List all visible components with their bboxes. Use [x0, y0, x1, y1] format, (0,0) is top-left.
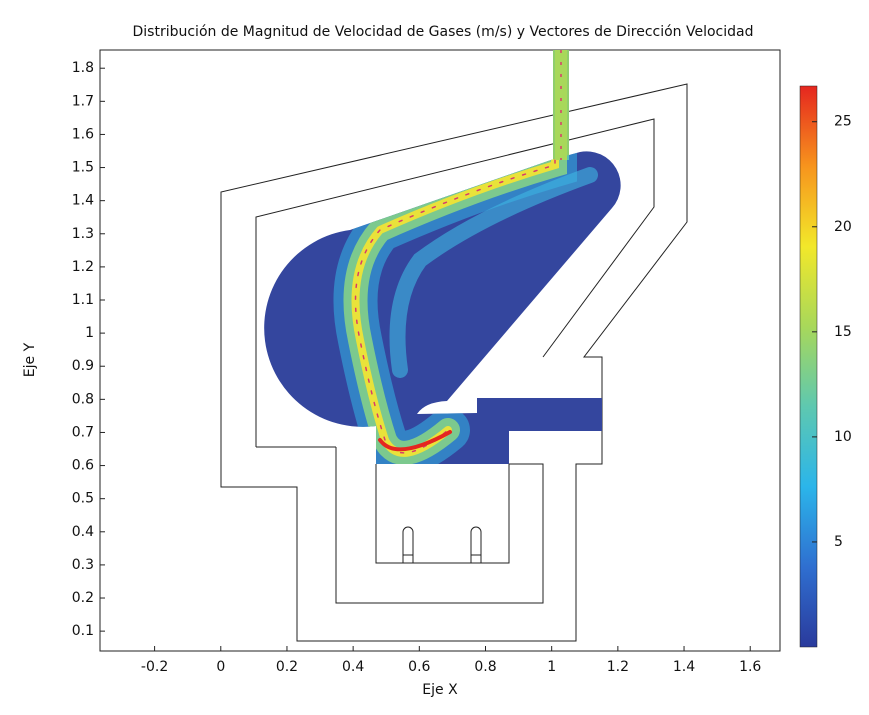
y-tick-label: 1.1	[72, 292, 94, 308]
x-tick-label: 1.6	[739, 659, 761, 675]
x-tick-label: 0.8	[474, 659, 496, 675]
colorbar-tick-label: 5	[834, 534, 843, 550]
y-tick-label: 0.7	[72, 424, 94, 440]
colorbar-tick-label: 15	[834, 324, 852, 340]
x-tick-label: 0	[216, 659, 225, 675]
y-tick-label: 1.5	[72, 160, 94, 176]
y-tick-label: 0.3	[72, 557, 94, 573]
y-tick-label: 0.1	[72, 623, 94, 639]
x-tick-label: 0.6	[408, 659, 430, 675]
y-tick-label: 0.9	[72, 358, 94, 374]
plot-frame	[99, 49, 781, 652]
y-tick-label: 0.2	[72, 590, 94, 606]
x-tick-label: 1.2	[607, 659, 629, 675]
y-tick-label: 0.4	[72, 524, 94, 540]
x-tick-label: 1.4	[673, 659, 695, 675]
chart-title: Distribución de Magnitud de Velocidad de…	[133, 24, 754, 40]
y-tick-label: 1.3	[72, 226, 94, 242]
y-tick-label: 1.8	[72, 60, 94, 76]
y-axis-label: Eje Y	[22, 342, 38, 377]
y-tick-label: 1.6	[72, 126, 94, 142]
x-tick-label: 1	[547, 659, 556, 675]
colorbar-tick-label: 20	[834, 219, 852, 235]
y-tick-label: 0.5	[72, 491, 94, 507]
y-tick-label: 1.7	[72, 93, 94, 109]
colorbar	[799, 85, 818, 648]
colorbar-tick-label: 10	[834, 429, 852, 445]
x-tick-label: 0.4	[342, 659, 364, 675]
y-tick-label: 0.6	[72, 458, 94, 474]
colorbar-tick-label: 25	[834, 114, 852, 130]
y-tick-label: 1.4	[72, 193, 94, 209]
velocity-field	[264, 50, 621, 465]
y-tick-label: 1	[85, 325, 94, 341]
x-tick-label: -0.2	[141, 659, 168, 675]
x-tick-label: 0.2	[276, 659, 298, 675]
x-axis-label: Eje X	[422, 682, 458, 698]
y-tick-label: 1.2	[72, 259, 94, 275]
y-tick-label: 0.8	[72, 391, 94, 407]
